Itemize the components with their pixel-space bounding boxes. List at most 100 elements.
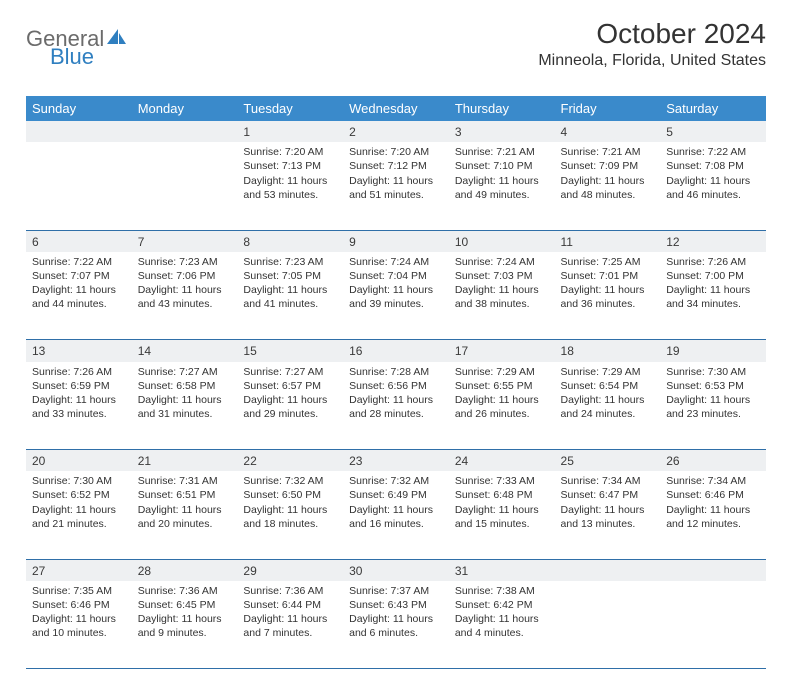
day-number: 19 [660,340,766,361]
sunset-text: Sunset: 6:50 PM [243,488,337,502]
day-cell: Sunrise: 7:34 AMSunset: 6:46 PMDaylight:… [660,471,766,559]
sunrise-text: Sunrise: 7:34 AM [666,474,760,488]
day-cell: Sunrise: 7:23 AMSunset: 7:06 PMDaylight:… [132,252,238,340]
sunset-text: Sunset: 6:51 PM [138,488,232,502]
daylight-text: Daylight: 11 hours and 46 minutes. [666,174,760,202]
calendar-table: SundayMondayTuesdayWednesdayThursdayFrid… [26,96,766,669]
sunrise-text: Sunrise: 7:33 AM [455,474,549,488]
sunrise-text: Sunrise: 7:36 AM [138,584,232,598]
sunrise-text: Sunrise: 7:27 AM [138,365,232,379]
sunrise-text: Sunrise: 7:29 AM [455,365,549,379]
sunset-text: Sunset: 6:56 PM [349,379,443,393]
daylight-text: Daylight: 11 hours and 7 minutes. [243,612,337,640]
day-number: 1 [237,121,343,142]
location: Minneola, Florida, United States [538,52,766,70]
sunset-text: Sunset: 6:59 PM [32,379,126,393]
day-number: 25 [555,450,661,471]
daylight-text: Daylight: 11 hours and 13 minutes. [561,503,655,531]
day-number [26,121,132,142]
day-number: 27 [26,560,132,581]
sunset-text: Sunset: 7:00 PM [666,269,760,283]
sunrise-text: Sunrise: 7:36 AM [243,584,337,598]
day-number: 26 [660,450,766,471]
day-number: 29 [237,560,343,581]
daylight-text: Daylight: 11 hours and 29 minutes. [243,393,337,421]
sunset-text: Sunset: 6:52 PM [32,488,126,502]
sunset-text: Sunset: 6:46 PM [666,488,760,502]
sunrise-text: Sunrise: 7:24 AM [349,255,443,269]
sunrise-text: Sunrise: 7:28 AM [349,365,443,379]
day-number-row: 6789101112 [26,231,766,252]
sunset-text: Sunset: 7:13 PM [243,159,337,173]
day-cell: Sunrise: 7:35 AMSunset: 6:46 PMDaylight:… [26,581,132,669]
daylight-text: Daylight: 11 hours and 4 minutes. [455,612,549,640]
sunset-text: Sunset: 7:09 PM [561,159,655,173]
weekday-header: Monday [132,96,238,121]
sunrise-text: Sunrise: 7:21 AM [455,145,549,159]
daylight-text: Daylight: 11 hours and 38 minutes. [455,283,549,311]
daylight-text: Daylight: 11 hours and 10 minutes. [32,612,126,640]
sunset-text: Sunset: 7:01 PM [561,269,655,283]
sunset-text: Sunset: 6:43 PM [349,598,443,612]
sunset-text: Sunset: 6:53 PM [666,379,760,393]
day-number: 15 [237,340,343,361]
day-cell: Sunrise: 7:32 AMSunset: 6:49 PMDaylight:… [343,471,449,559]
day-number: 18 [555,340,661,361]
daylight-text: Daylight: 11 hours and 39 minutes. [349,283,443,311]
weekday-header: Tuesday [237,96,343,121]
logo-word-2: Blue [50,44,94,70]
day-cell: Sunrise: 7:30 AMSunset: 6:53 PMDaylight:… [660,362,766,450]
day-number-row: 20212223242526 [26,450,766,471]
sunset-text: Sunset: 6:57 PM [243,379,337,393]
day-cell: Sunrise: 7:28 AMSunset: 6:56 PMDaylight:… [343,362,449,450]
day-cell [660,581,766,669]
day-number [660,560,766,581]
day-cell: Sunrise: 7:34 AMSunset: 6:47 PMDaylight:… [555,471,661,559]
sunrise-text: Sunrise: 7:27 AM [243,365,337,379]
sunrise-text: Sunrise: 7:32 AM [349,474,443,488]
sunrise-text: Sunrise: 7:31 AM [138,474,232,488]
sunset-text: Sunset: 6:44 PM [243,598,337,612]
day-cell: Sunrise: 7:36 AMSunset: 6:44 PMDaylight:… [237,581,343,669]
daylight-text: Daylight: 11 hours and 43 minutes. [138,283,232,311]
sunset-text: Sunset: 7:10 PM [455,159,549,173]
sunrise-text: Sunrise: 7:35 AM [32,584,126,598]
day-cell: Sunrise: 7:26 AMSunset: 6:59 PMDaylight:… [26,362,132,450]
sunset-text: Sunset: 7:07 PM [32,269,126,283]
sunset-text: Sunset: 6:54 PM [561,379,655,393]
day-cell: Sunrise: 7:26 AMSunset: 7:00 PMDaylight:… [660,252,766,340]
day-cell: Sunrise: 7:36 AMSunset: 6:45 PMDaylight:… [132,581,238,669]
sunrise-text: Sunrise: 7:32 AM [243,474,337,488]
day-content-row: Sunrise: 7:20 AM Sunset: 7:13 PM Daylight:… [26,142,766,230]
day-content-row: Sunrise: 7:30 AMSunset: 6:52 PMDaylight:… [26,471,766,559]
daylight-text: Daylight: 11 hours and 21 minutes. [32,503,126,531]
day-number: 2 [343,121,449,142]
sunset-text: Sunset: 6:42 PM [455,598,549,612]
sunrise-text: Sunrise: 7:20 AM [349,145,443,159]
day-cell: Sunrise: 7:38 AMSunset: 6:42 PMDaylight:… [449,581,555,669]
day-cell: Sunrise: 7:22 AMSunset: 7:08 PMDaylight:… [660,142,766,230]
sunset-text: Sunset: 6:46 PM [32,598,126,612]
day-cell: Sunrise: 7:31 AMSunset: 6:51 PMDaylight:… [132,471,238,559]
daylight-text: Daylight: 11 hours and 12 minutes. [666,503,760,531]
sunrise-text: Sunrise: 7:25 AM [561,255,655,269]
sunrise-text: Sunrise: 7:24 AM [455,255,549,269]
daylight-text: Daylight: 11 hours and 41 minutes. [243,283,337,311]
sunset-text: Sunset: 6:49 PM [349,488,443,502]
sunset-text: Sunset: 7:06 PM [138,269,232,283]
sunset-text: Sunset: 7:04 PM [349,269,443,283]
sunrise-text: Sunrise: 7:22 AM [666,145,760,159]
day-cell: Sunrise: 7:33 AMSunset: 6:48 PMDaylight:… [449,471,555,559]
sunrise-text: Sunrise: 7:26 AM [666,255,760,269]
day-cell: Sunrise: 7:29 AMSunset: 6:54 PMDaylight:… [555,362,661,450]
sunrise-text: Sunrise: 7:21 AM [561,145,655,159]
day-number [555,560,661,581]
day-number: 28 [132,560,238,581]
day-content-row: Sunrise: 7:26 AMSunset: 6:59 PMDaylight:… [26,362,766,450]
daylight-text: Daylight: 11 hours and 18 minutes. [243,503,337,531]
sunset-text: Sunset: 7:12 PM [349,159,443,173]
daylight-text: Daylight: 11 hours and 6 minutes. [349,612,443,640]
daylight-text: Daylight: 11 hours and 28 minutes. [349,393,443,421]
daylight-text: Daylight: 11 hours and 26 minutes. [455,393,549,421]
weekday-header: Thursday [449,96,555,121]
